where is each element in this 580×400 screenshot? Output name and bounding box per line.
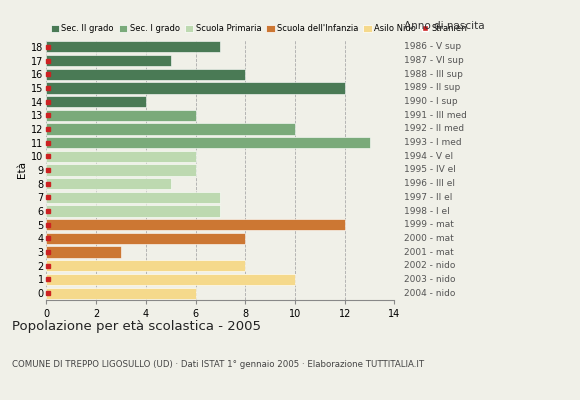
Bar (46, 82, 345, 94)
Bar (46, 123, 295, 134)
Bar (46, 41, 220, 52)
Bar (46, 68, 245, 80)
Text: 1991 - III med: 1991 - III med (404, 111, 466, 120)
Bar (46, 274, 295, 285)
Text: 1987 - VI sup: 1987 - VI sup (404, 56, 463, 65)
Bar (46, 96, 146, 107)
Bar (46, 206, 220, 217)
Text: 1998 - I el: 1998 - I el (404, 206, 450, 216)
Bar (46, 178, 171, 189)
Y-axis label: Età: Età (17, 162, 27, 178)
Text: 2000 - mat: 2000 - mat (404, 234, 454, 243)
Text: 2003 - nido: 2003 - nido (404, 275, 455, 284)
Bar (46, 151, 195, 162)
Legend: Sec. II grado, Sec. I grado, Scuola Primaria, Scuola dell'Infanzia, Asilo Nido, : Sec. II grado, Sec. I grado, Scuola Prim… (50, 24, 468, 33)
Bar (46, 137, 369, 148)
Bar (46, 233, 245, 244)
Bar (46, 246, 121, 258)
Text: 1988 - III sup: 1988 - III sup (404, 70, 463, 79)
Bar (46, 288, 195, 299)
Text: Popolazione per età scolastica - 2005: Popolazione per età scolastica - 2005 (12, 320, 260, 333)
Bar (46, 55, 171, 66)
Text: 1997 - II el: 1997 - II el (404, 193, 452, 202)
Bar (46, 219, 345, 230)
Bar (46, 110, 195, 121)
Text: 2004 - nido: 2004 - nido (404, 289, 455, 298)
Text: 1994 - V el: 1994 - V el (404, 152, 453, 161)
Text: COMUNE DI TREPPO LIGOSULLO (UD) · Dati ISTAT 1° gennaio 2005 · Elaborazione TUTT: COMUNE DI TREPPO LIGOSULLO (UD) · Dati I… (12, 360, 424, 369)
Text: 2002 - nido: 2002 - nido (404, 261, 455, 270)
Bar (46, 192, 220, 203)
Text: 1989 - II sup: 1989 - II sup (404, 83, 460, 92)
Text: 1986 - V sup: 1986 - V sup (404, 42, 461, 51)
Text: 1999 - mat: 1999 - mat (404, 220, 454, 229)
Text: 2001 - mat: 2001 - mat (404, 248, 454, 257)
Text: 1993 - I med: 1993 - I med (404, 138, 461, 147)
Bar (46, 260, 245, 271)
Text: 1995 - IV el: 1995 - IV el (404, 166, 455, 174)
Text: 1990 - I sup: 1990 - I sup (404, 97, 457, 106)
Text: 1992 - II med: 1992 - II med (404, 124, 464, 134)
Bar (46, 164, 195, 176)
Text: Anno di nascita: Anno di nascita (404, 21, 484, 31)
Text: 1996 - III el: 1996 - III el (404, 179, 455, 188)
